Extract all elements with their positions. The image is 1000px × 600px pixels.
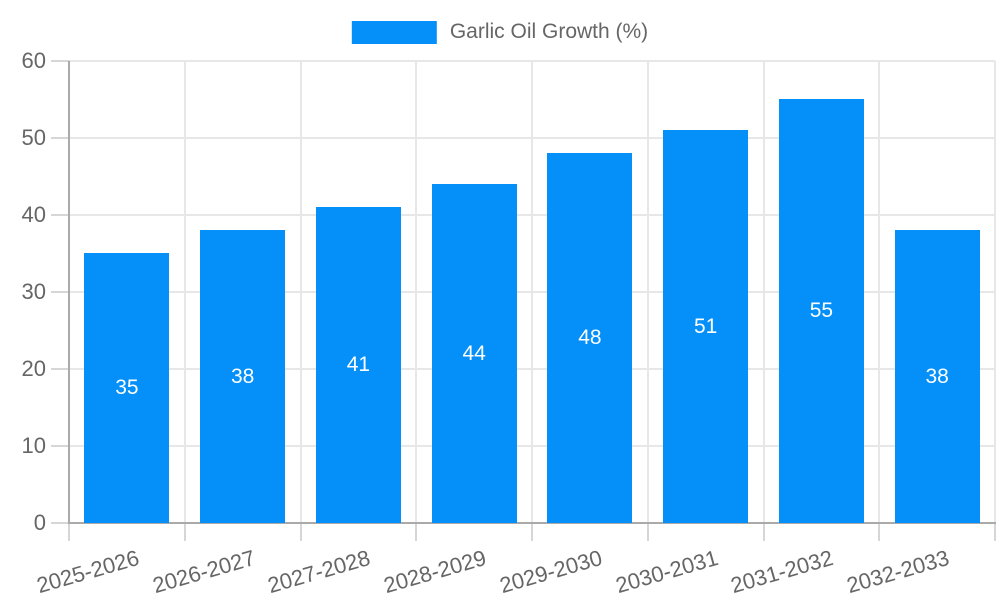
x-axis-tick-label: 2027-2028 [265, 545, 374, 599]
x-axis-tick [762, 523, 765, 541]
gridline-vertical [183, 61, 186, 523]
bar[interactable]: 38 [894, 230, 980, 523]
bar[interactable]: 51 [663, 130, 749, 523]
x-axis-tick [183, 523, 186, 541]
bar[interactable]: 38 [200, 230, 286, 523]
legend-label: Garlic Oil Growth (%) [449, 20, 649, 43]
x-axis-tick-label: 2025-2026 [33, 545, 142, 599]
x-axis-tick [646, 523, 649, 541]
x-axis-tick-label: 2032-2033 [843, 545, 953, 599]
x-axis-tick [299, 523, 302, 541]
bar-value-label: 38 [925, 364, 949, 388]
gridline-vertical [531, 61, 533, 523]
y-axis-tick [51, 522, 69, 524]
x-axis-tick-label: 2029-2030 [496, 545, 605, 599]
y-axis-tick [51, 445, 69, 447]
y-axis-tick [51, 60, 69, 62]
bar-value-label: 38 [230, 364, 255, 388]
x-axis-tick-label: 2030-2031 [612, 545, 721, 599]
y-axis-line [68, 61, 70, 523]
bar[interactable]: 55 [778, 99, 864, 523]
y-axis-tick-label: 40 [21, 202, 46, 227]
y-axis-tick-label: 10 [21, 433, 46, 458]
legend-swatch [351, 20, 437, 44]
gridline-vertical [878, 61, 881, 523]
x-axis-tick [994, 523, 996, 541]
x-axis-tick [415, 523, 418, 541]
bar-value-label: 55 [809, 299, 834, 322]
gridline-vertical [762, 61, 765, 523]
x-axis-line [68, 522, 996, 524]
y-axis-tick-label: 60 [21, 48, 46, 73]
x-axis-tick-label: 2028-2029 [380, 545, 490, 599]
y-axis-tick [51, 214, 69, 216]
y-axis-tick-label: 0 [33, 510, 46, 535]
x-axis-tick-label: 2026-2027 [149, 545, 258, 599]
legend-item[interactable]: Garlic Oil Growth (%) [351, 20, 649, 44]
y-axis-tick-label: 50 [21, 125, 46, 150]
bar-value-label: 48 [578, 326, 602, 349]
bar-value-label: 41 [346, 353, 371, 376]
y-axis-tick [51, 137, 69, 139]
bar-value-label: 44 [462, 341, 486, 365]
bar-value-label: 35 [115, 376, 139, 399]
bar[interactable]: 44 [431, 184, 517, 523]
y-axis-tick [51, 368, 69, 370]
y-axis-tick-label: 30 [21, 279, 46, 304]
y-axis-tick [51, 291, 69, 293]
gridline-vertical [415, 61, 418, 523]
y-axis-tick-label: 20 [21, 356, 46, 381]
x-axis-tick [68, 523, 70, 541]
bar[interactable]: 41 [315, 207, 401, 523]
x-axis-tick [531, 523, 533, 541]
gridline-vertical [646, 61, 649, 523]
x-axis-tick-label: 2031-2032 [728, 545, 837, 599]
bar[interactable]: 48 [547, 153, 633, 523]
bar[interactable]: 35 [84, 253, 170, 523]
x-axis-tick [878, 523, 881, 541]
gridline-vertical [299, 61, 302, 523]
gridline-vertical [994, 61, 996, 523]
bar-value-label: 51 [693, 314, 718, 338]
